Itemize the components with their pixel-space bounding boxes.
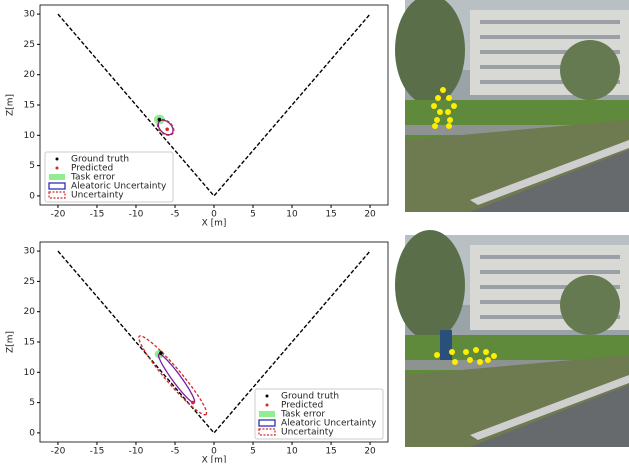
x-tick-label: -15 xyxy=(90,447,105,457)
x-tick-label: 5 xyxy=(250,210,256,220)
legend-label: Uncertainty xyxy=(281,428,334,438)
x-tick-label: -15 xyxy=(90,210,105,220)
x-tick-label: 5 xyxy=(250,447,256,457)
y-tick-label: 0 xyxy=(29,428,35,438)
x-tick-label: 10 xyxy=(286,210,298,220)
x-axis-label: X [m] xyxy=(202,456,227,464)
figure: -20 -15 -10 -5 0 5 10 15 20 0 5 10 15 20 25 30 X [m] Z[m]… xyxy=(0,0,629,463)
x-tick-label: -10 xyxy=(129,210,144,220)
y-tick-label: 20 xyxy=(24,307,36,317)
y-tick-label: 10 xyxy=(24,131,36,141)
x-tick-label: -10 xyxy=(129,447,144,457)
y-axis-label: Z[m] xyxy=(6,331,16,353)
y-tick-label: 25 xyxy=(24,40,35,50)
y-tick-label: 5 xyxy=(29,161,35,171)
x-tick-label: 20 xyxy=(364,210,376,220)
y-tick-label: 30 xyxy=(24,247,36,257)
x-axis-label: X [m] xyxy=(202,219,227,229)
legend-marker xyxy=(266,404,269,407)
y-tick-label: 20 xyxy=(24,70,36,80)
point xyxy=(191,401,195,405)
point xyxy=(158,118,162,122)
photo-top xyxy=(395,0,629,212)
point xyxy=(165,127,169,131)
x-tick-label: 15 xyxy=(325,210,336,220)
x-tick-label: -20 xyxy=(51,447,66,457)
y-tick-label: 10 xyxy=(24,368,36,378)
y-tick-label: 15 xyxy=(24,338,35,348)
y-tick-label: 30 xyxy=(24,10,36,20)
legend-marker xyxy=(259,411,275,417)
legend-marker xyxy=(56,158,59,161)
point xyxy=(159,351,163,355)
y-tick-label: 5 xyxy=(29,398,35,408)
x-tick-label: -20 xyxy=(51,210,66,220)
legend-label: Uncertainty xyxy=(71,191,124,201)
x-tick-label: 15 xyxy=(325,447,336,457)
x-tick-label: -5 xyxy=(170,210,179,220)
x-tick-label: 20 xyxy=(364,447,376,457)
y-tick-label: 25 xyxy=(24,277,35,287)
legend-marker xyxy=(266,395,269,398)
photo-bottom xyxy=(395,230,629,447)
y-tick-label: 15 xyxy=(24,101,35,111)
y-tick-label: 0 xyxy=(29,191,35,201)
legend-marker xyxy=(56,167,59,170)
legend-marker xyxy=(49,174,65,180)
x-tick-label: -5 xyxy=(170,447,179,457)
y-axis-label: Z[m] xyxy=(6,94,16,116)
page: {"chart_data": [ {"type": "scatter", "xl… xyxy=(0,0,629,467)
x-tick-label: 10 xyxy=(286,447,298,457)
